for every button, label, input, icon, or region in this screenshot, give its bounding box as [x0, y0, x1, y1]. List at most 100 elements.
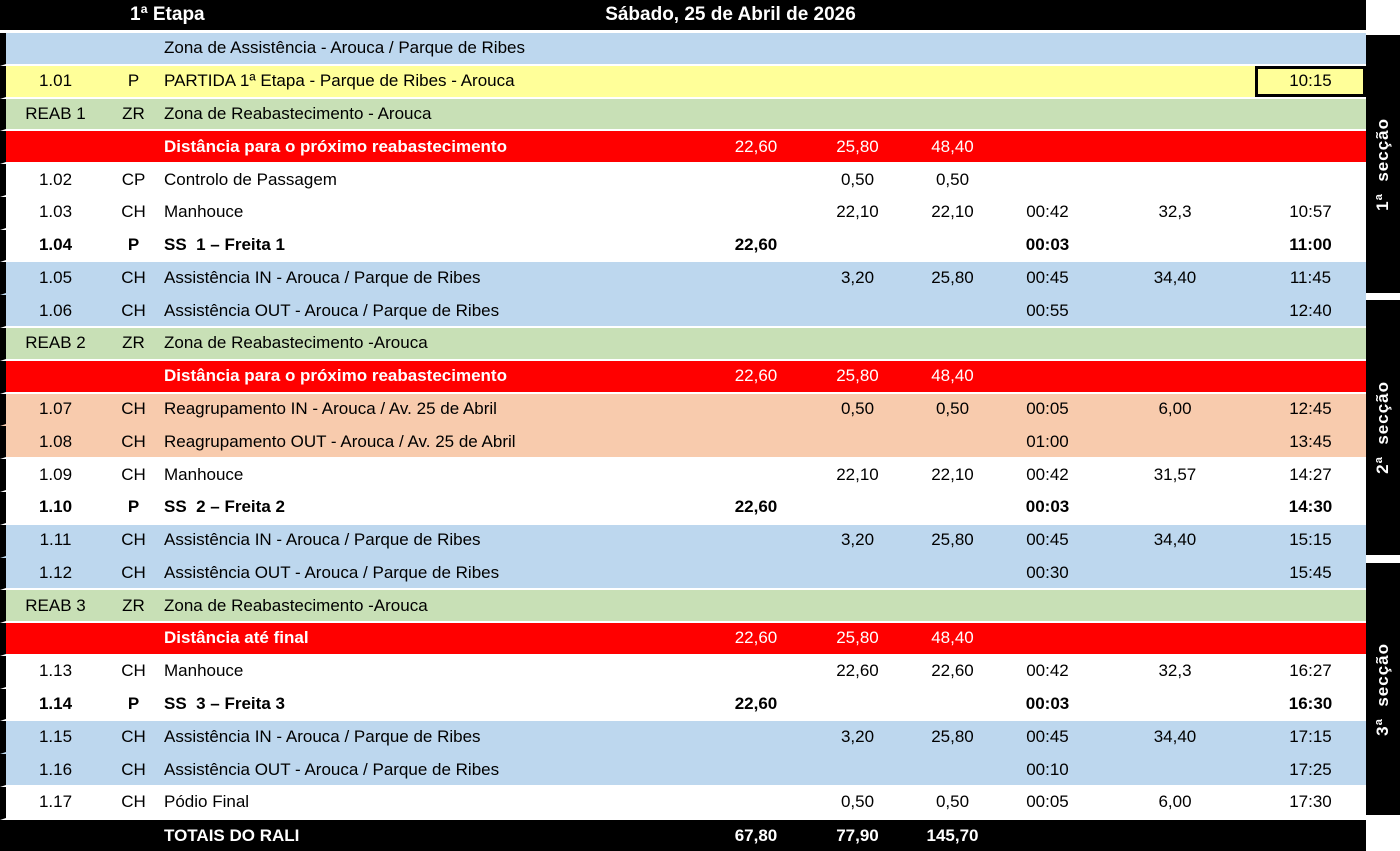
itinerary-row-1.17: 1.17 CH Pódio Final 0,50 0,50 00:05 6,00 17:30: [0, 786, 1366, 820]
cell-t2: 16:30: [1288, 694, 1333, 714]
cell-t2: 15:45: [1289, 562, 1332, 582]
cell-t2: 13:45: [1289, 431, 1332, 451]
cell-t1: 00:42: [1026, 661, 1069, 681]
cell-desc: Reagrupamento IN - Arouca / Av. 25 de Ab…: [164, 398, 497, 418]
cell-avg: 32,3: [1158, 202, 1192, 222]
section-1-label: 1ª secção: [1373, 117, 1392, 211]
cell-type: CH: [121, 792, 146, 812]
cell-id: 1.11: [39, 530, 72, 550]
cell-t1: 00:45: [1026, 726, 1069, 746]
cell-type: CH: [121, 300, 146, 320]
cell-liaison: 25,80: [836, 366, 879, 386]
cell-type: CH: [121, 726, 146, 746]
itinerary-row-REAB 2: REAB 2 ZR Zona de Reabastecimento -Arouca: [0, 328, 1366, 361]
cell-desc: SS 2 – Freita 2: [164, 497, 285, 517]
cell-liaison: 25,80: [836, 628, 879, 648]
itinerary-row-1.05: 1.05 CH Assistência IN - Arouca / Parque d…: [0, 262, 1366, 296]
cell-desc: Distância para o próximo reabastecimento: [164, 366, 507, 386]
cell-t2: 17:25: [1289, 759, 1332, 779]
cell-t2: 10:15: [1255, 65, 1366, 97]
cell-type: CH: [121, 202, 146, 222]
cell-t1: 00:42: [1026, 464, 1069, 484]
cell-t2: 10:57: [1289, 202, 1332, 222]
cell-type: CH: [121, 759, 146, 779]
totals-liaison-distance: 77,90: [836, 825, 879, 845]
cell-t2: 11:45: [1289, 267, 1332, 287]
cell-t1: 00:03: [1025, 497, 1070, 517]
cell-t1: 00:03: [1025, 694, 1070, 714]
cell-desc: Zona de Assistência - Arouca / Parque de…: [164, 38, 525, 58]
cell-t2: 12:45: [1289, 398, 1332, 418]
cell-desc: Zona de Reabastecimento - Arouca: [164, 103, 432, 123]
cell-ss: 22,60: [734, 136, 778, 156]
cell-t2: 11:00: [1289, 235, 1332, 255]
cell-desc: SS 1 – Freita 1: [164, 235, 285, 255]
cell-desc: Manhouce: [164, 661, 244, 681]
cell-liaison: 25,80: [836, 136, 879, 156]
cell-t1: 00:55: [1026, 300, 1069, 320]
cell-desc: Assistência IN - Arouca / Parque de Ribe…: [164, 530, 481, 550]
cell-liaison: 0,50: [840, 398, 875, 418]
cell-id: REAB 2: [25, 333, 86, 353]
cell-desc: Reagrupamento OUT - Arouca / Av. 25 de A…: [164, 431, 516, 451]
cell-type: CH: [121, 530, 146, 550]
cell-type: P: [127, 71, 140, 91]
cell-desc: Zona de Reabastecimento -Arouca: [164, 333, 428, 353]
cell-liaison: 22,10: [836, 464, 879, 484]
itinerary-row-1.10: 1.10 P SS 2 – Freita 2 22,60 00:03 14:30: [0, 491, 1366, 525]
cell-avg: 32,3: [1158, 661, 1192, 681]
cell-id: 1.17: [38, 792, 73, 812]
cell-type: P: [127, 694, 140, 714]
cell-id: 1.07: [38, 398, 73, 418]
itinerary-row-1.16: 1.16 CH Assistência OUT - Arouca / Parque …: [0, 754, 1366, 787]
cell-t1: 00:05: [1026, 398, 1069, 418]
cell-avg: 6,00: [1158, 398, 1192, 418]
cell-liaison: 22,10: [836, 202, 879, 222]
totals-ss-distance: 67,80: [734, 825, 778, 845]
cell-desc: Manhouce: [164, 464, 244, 484]
itinerary-row-1.09: 1.09 CH Manhouce 22,10 22,10 00:42 31,57 14:27: [0, 459, 1366, 492]
itinerary-table: Zona de Assistência - Arouca / Parque de…: [0, 33, 1366, 820]
cell-liaison: 0,50: [840, 169, 875, 189]
cell-id: 1.01: [38, 71, 73, 91]
cell-ss: 22,60: [734, 497, 778, 517]
cell-id: REAB 1: [25, 103, 86, 123]
cell-ss: 22,60: [734, 628, 778, 648]
cell-id: 1.12: [38, 562, 73, 582]
section-3-label: 3ª secção: [1373, 642, 1392, 736]
cell-avg: 31,57: [1153, 464, 1197, 484]
cell-t1: 00:45: [1026, 530, 1069, 550]
cell-id: 1.15: [38, 726, 73, 746]
cell-t1: 00:42: [1026, 202, 1069, 222]
cell-type: ZR: [122, 103, 145, 123]
itinerary-row-1.08: 1.08 CH Reagrupamento OUT - Arouca / Av. 2…: [0, 426, 1366, 460]
cell-type: CH: [121, 464, 146, 484]
distance-row: Distância para o próximo reabastecimento…: [0, 360, 1366, 394]
cell-type: CH: [121, 398, 146, 418]
cell-total: 48,40: [931, 628, 974, 648]
stage-title: 1ª Etapa: [130, 4, 205, 25]
cell-liaison: 3,20: [840, 267, 875, 287]
itinerary-row-1.06: 1.06 CH Assistência OUT - Arouca / Parque …: [0, 295, 1366, 329]
cell-liaison: 0,50: [840, 792, 875, 812]
cell-avg: 34,40: [1153, 267, 1197, 287]
cell-t1: 01:00: [1026, 431, 1069, 451]
distance-row: Distância até final 22,60 25,80 48,40: [0, 623, 1366, 656]
cell-t1: 00:03: [1025, 235, 1070, 255]
cell-t2: 12:40: [1289, 300, 1332, 320]
itinerary-row-REAB 1: REAB 1 ZR Zona de Reabastecimento - Arouca: [0, 98, 1366, 132]
cell-id: 1.04: [38, 235, 73, 255]
cell-total: 0,50: [935, 169, 970, 189]
cell-t1: 00:30: [1026, 562, 1069, 582]
itinerary-row-1.11: 1.11 CH Assistência IN - Arouca / Parque d…: [0, 524, 1366, 558]
cell-avg: 34,40: [1153, 726, 1197, 746]
stage-date: Sábado, 25 de Abril de 2026: [605, 4, 856, 25]
cell-t1: 00:10: [1026, 759, 1069, 779]
cell-id: 1.16: [38, 759, 73, 779]
cell-desc: Controlo de Passagem: [164, 169, 337, 189]
section-strip-1: 1ª secção: [1366, 35, 1400, 293]
totals-label: TOTAIS DO RALI: [164, 825, 300, 845]
cell-t1: 00:45: [1026, 267, 1069, 287]
stage-header-bar: 1ª Etapa Sábado, 25 de Abril de 2026: [0, 0, 1366, 30]
